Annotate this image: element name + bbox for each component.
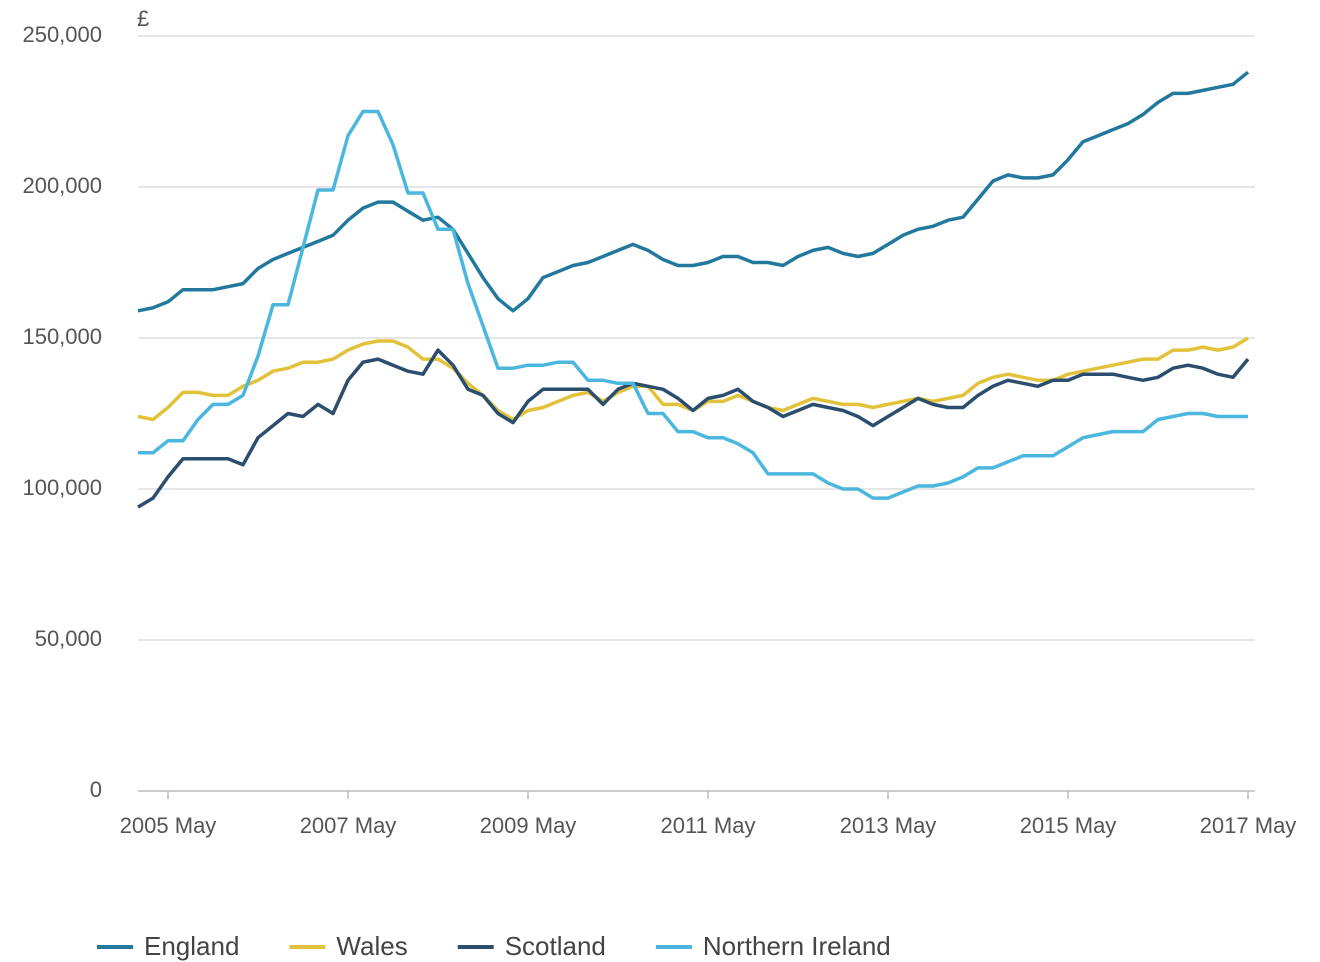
x-tick-label: 2005 May <box>120 813 217 838</box>
legend-label: Scotland <box>505 931 606 961</box>
x-tick-label: 2011 May <box>661 813 756 838</box>
x-tick-label: 2015 May <box>1020 813 1117 838</box>
x-tick-label: 2009 May <box>480 813 577 838</box>
legend-label: Northern Ireland <box>703 931 891 961</box>
line-series <box>137 336 1249 422</box>
x-tick-label: 2013 May <box>840 813 937 838</box>
legend-label: Wales <box>336 931 407 961</box>
y-tick-label: 100,000 <box>22 475 102 500</box>
y-tick-label: 250,000 <box>22 22 102 47</box>
y-tick-label: 150,000 <box>22 324 102 349</box>
x-tick-label: 2017 May <box>1200 813 1297 838</box>
y-tick-label: 0 <box>90 777 102 802</box>
line-series <box>137 70 1250 313</box>
y-tick-label: 50,000 <box>35 626 102 651</box>
line-series <box>138 109 1248 500</box>
line-series <box>137 348 1250 509</box>
legend: England Wales Scotland Northern Ireland <box>97 931 891 961</box>
y-tick-label: 200,000 <box>22 173 102 198</box>
x-tick-label: 2007 May <box>300 813 397 838</box>
legend-label: England <box>144 931 239 961</box>
y-axis-label: £ <box>137 6 149 31</box>
